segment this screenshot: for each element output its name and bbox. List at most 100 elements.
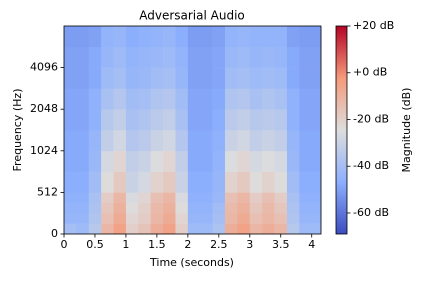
heatmap-cell — [200, 26, 213, 48]
x-tick-label: 2 — [184, 238, 191, 251]
heatmap-cell — [262, 171, 275, 193]
heatmap-cell — [163, 223, 176, 235]
heatmap-cell — [286, 171, 300, 193]
heatmap-cell — [262, 109, 275, 131]
heatmap-cell — [138, 67, 151, 89]
heatmap-cell — [138, 88, 151, 110]
heatmap-cell — [175, 150, 189, 172]
heatmap-cell — [175, 202, 189, 214]
x-tick-label: 0 — [61, 238, 68, 251]
heatmap-cell — [200, 46, 213, 68]
heatmap-cell — [286, 26, 300, 48]
heatmap-cell — [125, 26, 139, 48]
heatmap-cell — [286, 192, 300, 204]
heatmap-cell — [286, 213, 300, 224]
heatmap-cell — [274, 150, 288, 172]
heatmap-cell — [101, 171, 114, 193]
heatmap-cell — [274, 192, 288, 204]
heatmap-cell — [249, 171, 263, 193]
heatmap-cell — [125, 150, 139, 172]
heatmap-cell — [125, 109, 139, 131]
heatmap-cell — [311, 192, 322, 204]
heatmap-cell — [113, 192, 127, 204]
heatmap-cell — [76, 192, 90, 204]
heatmap-cell — [150, 26, 164, 48]
heatmap-cell — [286, 130, 300, 152]
heatmap-cell — [262, 46, 275, 68]
heatmap-cell — [274, 202, 288, 214]
heatmap-cell — [125, 88, 139, 110]
y-axis-label: Frequency (Hz) — [11, 89, 24, 172]
heatmap-cell — [187, 46, 201, 68]
heatmap-cell — [76, 223, 90, 235]
heatmap-cell — [101, 67, 114, 89]
heatmap-cell — [311, 171, 322, 193]
heatmap-cell — [101, 26, 114, 48]
heatmap-cell — [262, 67, 275, 89]
heatmap-cell — [249, 88, 263, 110]
heatmap-cell — [225, 223, 238, 235]
heatmap-cell — [200, 192, 213, 204]
heatmap-cell — [175, 109, 189, 131]
heatmap-cell — [311, 67, 322, 89]
heatmap-cell — [311, 223, 322, 235]
heatmap-cell — [274, 223, 288, 235]
heatmap-cell — [299, 202, 313, 214]
heatmap — [64, 26, 322, 235]
heatmap-cell — [88, 130, 102, 152]
heatmap-cell — [237, 26, 251, 48]
heatmap-cell — [101, 202, 114, 214]
heatmap-cell — [200, 130, 213, 152]
heatmap-cell — [113, 213, 127, 224]
heatmap-cell — [299, 88, 313, 110]
heatmap-cell — [187, 130, 201, 152]
heatmap-cell — [101, 130, 114, 152]
heatmap-cell — [225, 130, 238, 152]
heatmap-cell — [187, 202, 201, 214]
heatmap-cell — [138, 192, 151, 204]
heatmap-cell — [101, 223, 114, 235]
heatmap-cell — [200, 88, 213, 110]
heatmap-cell — [101, 109, 114, 131]
heatmap-cell — [150, 46, 164, 68]
heatmap-cell — [237, 130, 251, 152]
heatmap-cell — [125, 67, 139, 89]
heatmap-cell — [175, 130, 189, 152]
heatmap-cell — [76, 130, 90, 152]
heatmap-cell — [163, 46, 176, 68]
heatmap-cell — [225, 109, 238, 131]
heatmap-cell — [150, 67, 164, 89]
heatmap-cell — [101, 46, 114, 68]
heatmap-cell — [200, 171, 213, 193]
y-tick-label: 0 — [51, 227, 58, 240]
colorbar-tick-label: -40 dB — [353, 159, 389, 172]
x-tick-label: 3.5 — [272, 238, 290, 251]
heatmap-cell — [150, 223, 164, 235]
colorbar-label: Magnitude (dB) — [400, 88, 413, 173]
heatmap-cell — [249, 192, 263, 204]
x-tick-label: 0.5 — [86, 238, 104, 251]
heatmap-cell — [286, 88, 300, 110]
heatmap-cell — [249, 150, 263, 172]
heatmap-cell — [175, 223, 189, 235]
heatmap-cell — [88, 202, 102, 214]
heatmap-cell — [274, 26, 288, 48]
x-tick-label: 1.5 — [148, 238, 166, 251]
x-tick-label: 4 — [308, 238, 315, 251]
colorbar-tick-label: -20 dB — [353, 112, 389, 125]
heatmap-cell — [262, 223, 275, 235]
heatmap-cell — [138, 109, 151, 131]
y-tick-label: 1024 — [30, 144, 58, 157]
heatmap-cell — [212, 46, 226, 68]
heatmap-cell — [225, 88, 238, 110]
heatmap-cell — [212, 26, 226, 48]
heatmap-cell — [113, 109, 127, 131]
heatmap-cell — [311, 88, 322, 110]
colorbar-tick-label: +20 dB — [353, 19, 394, 32]
heatmap-cell — [175, 88, 189, 110]
heatmap-cell — [299, 46, 313, 68]
heatmap-cell — [175, 26, 189, 48]
heatmap-cell — [311, 202, 322, 214]
heatmap-cell — [200, 109, 213, 131]
heatmap-cell — [64, 26, 77, 48]
